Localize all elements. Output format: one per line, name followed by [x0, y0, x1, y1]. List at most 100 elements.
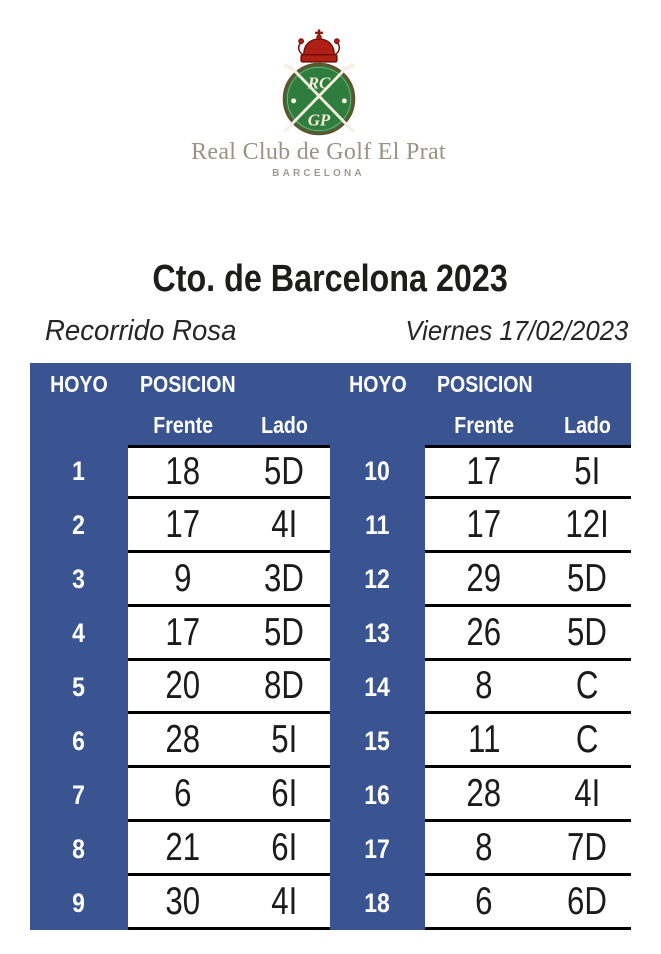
- event-title: Cto. de Barcelona 2023: [152, 258, 509, 300]
- header-side-left: Lado: [260, 411, 308, 438]
- position-values-cell: 6 6I: [128, 768, 330, 823]
- side-value: 5D: [264, 450, 304, 494]
- hole-number-cell: 6: [30, 714, 128, 769]
- front-value: 21: [165, 826, 201, 870]
- position-values-cell: 18 5D: [128, 445, 330, 499]
- position-values-cell: 30 4I: [128, 876, 330, 930]
- hole-number-cell: 15: [330, 714, 425, 769]
- table-row: 16 28 4I: [330, 768, 631, 823]
- table-row: 5 20 8D: [30, 660, 330, 715]
- header-position-right: POSICION: [437, 370, 533, 397]
- table-row: 6 28 5I: [30, 714, 330, 769]
- position-values-cell: 17 5D: [128, 606, 330, 661]
- front-value: 28: [466, 772, 502, 816]
- side-value: 6I: [270, 772, 298, 816]
- crown-icon: [297, 29, 340, 63]
- event-date: Viernes 17/02/2023: [405, 315, 628, 346]
- position-values-cell: 8 7D: [425, 822, 631, 877]
- header-front-right: Frente: [454, 411, 514, 438]
- table-row: 10 17 5I: [330, 445, 631, 499]
- table-row: 4 17 5D: [30, 606, 330, 661]
- side-value: 6I: [270, 826, 298, 870]
- hole-number-cell: 8: [30, 822, 128, 877]
- table-row: 13 26 5D: [330, 606, 631, 661]
- side-value: C: [575, 664, 599, 708]
- front-value: 30: [165, 880, 201, 924]
- side-value: 5I: [270, 718, 298, 762]
- hole-number-cell: 14: [330, 660, 425, 715]
- front-value: 28: [165, 718, 201, 762]
- table-row: 14 8 C: [330, 660, 631, 715]
- side-value: 4I: [270, 502, 298, 546]
- side-value: 5D: [567, 610, 607, 654]
- table-row: 8 21 6I: [30, 822, 330, 877]
- position-values-cell: 21 6I: [128, 822, 330, 877]
- table-row: 1 18 5D: [30, 445, 330, 499]
- side-value: 5D: [567, 556, 607, 600]
- side-value: 8D: [264, 664, 304, 708]
- hole-number-cell: 18: [330, 876, 425, 930]
- front-value: 9: [174, 556, 192, 600]
- position-values-cell: 20 8D: [128, 660, 330, 715]
- table-row: 7 6 6I: [30, 768, 330, 823]
- header-position-left: POSICION: [140, 370, 236, 397]
- hole-number-cell: 3: [30, 552, 128, 607]
- table-body: 1 18 5D 2 17 4I 3 9 3D 4 17 5D 5 20 8D 6 28 5I 7 6 6I 8 21 6I 9 3…: [30, 445, 631, 930]
- club-name: Real Club de Golf El Prat: [191, 139, 446, 165]
- table-header: HOYO POSICION HOYO POSICION Frente Lado …: [30, 363, 631, 445]
- event-subline: Recorrido Rosa Viernes 17/02/2023: [45, 317, 628, 346]
- hole-number-cell: 5: [30, 660, 128, 715]
- side-value: 4I: [573, 772, 601, 816]
- side-value: 4I: [270, 880, 298, 924]
- position-values-cell: 29 5D: [425, 552, 631, 607]
- hole-number-cell: 12: [330, 552, 425, 607]
- position-values-cell: 6 6D: [425, 876, 631, 930]
- hole-number-cell: 4: [30, 606, 128, 661]
- side-value: 7D: [567, 826, 607, 870]
- monogram-bottom: GP: [307, 110, 330, 129]
- position-values-cell: 17 12I: [425, 498, 631, 553]
- crossed-golf-clubs-icon: [282, 63, 355, 133]
- front-value: 29: [466, 556, 502, 600]
- club-city: BARCELONA: [272, 168, 365, 180]
- club-logo-block: RC GP Real Club de Golf El Prat BARCELON…: [0, 28, 649, 179]
- position-values-cell: 28 4I: [425, 768, 631, 823]
- hole-number-cell: 7: [30, 768, 128, 823]
- side-value: C: [575, 718, 599, 762]
- header-hole-right: HOYO: [348, 370, 407, 397]
- front-value: 20: [165, 664, 201, 708]
- table-row: 2 17 4I: [30, 498, 330, 553]
- position-values-cell: 9 3D: [128, 552, 330, 607]
- position-values-cell: 11 C: [425, 714, 631, 769]
- monogram-top: RC: [306, 74, 330, 93]
- club-crest-logo: RC GP: [282, 29, 355, 136]
- front-value: 26: [466, 610, 502, 654]
- crest-circle: [282, 62, 355, 136]
- hole-number-cell: 1: [30, 445, 128, 499]
- hole-number-cell: 13: [330, 606, 425, 661]
- table-holes-10-18: 10 17 5I 11 17 12I 12 29 5D 13 26 5D 14 8 C 15 11 C 16 28 4I…: [330, 445, 631, 930]
- front-value: 6: [174, 772, 192, 816]
- position-values-cell: 28 5I: [128, 714, 330, 769]
- front-value: 17: [165, 610, 201, 654]
- table-row: 3 9 3D: [30, 552, 330, 607]
- hole-number-cell: 2: [30, 498, 128, 553]
- table-holes-1-9: 1 18 5D 2 17 4I 3 9 3D 4 17 5D 5 20 8D 6 28 5I 7 6 6I 8 21 6I 9 3…: [30, 445, 330, 930]
- hole-number-cell: 17: [330, 822, 425, 877]
- front-value: 18: [165, 450, 201, 494]
- front-value: 11: [467, 718, 501, 762]
- front-value: 8: [475, 664, 493, 708]
- front-value: 6: [475, 880, 493, 924]
- table-row: 11 17 12I: [330, 498, 631, 553]
- side-value: 5I: [573, 450, 601, 494]
- side-value: 12I: [565, 502, 609, 546]
- front-value: 17: [466, 450, 502, 494]
- table-row: 12 29 5D: [330, 552, 631, 607]
- table-row: 9 30 4I: [30, 876, 330, 930]
- hole-number-cell: 11: [330, 498, 425, 553]
- position-values-cell: 17 5I: [425, 445, 631, 499]
- hole-number-cell: 10: [330, 445, 425, 499]
- table-row: 15 11 C: [330, 714, 631, 769]
